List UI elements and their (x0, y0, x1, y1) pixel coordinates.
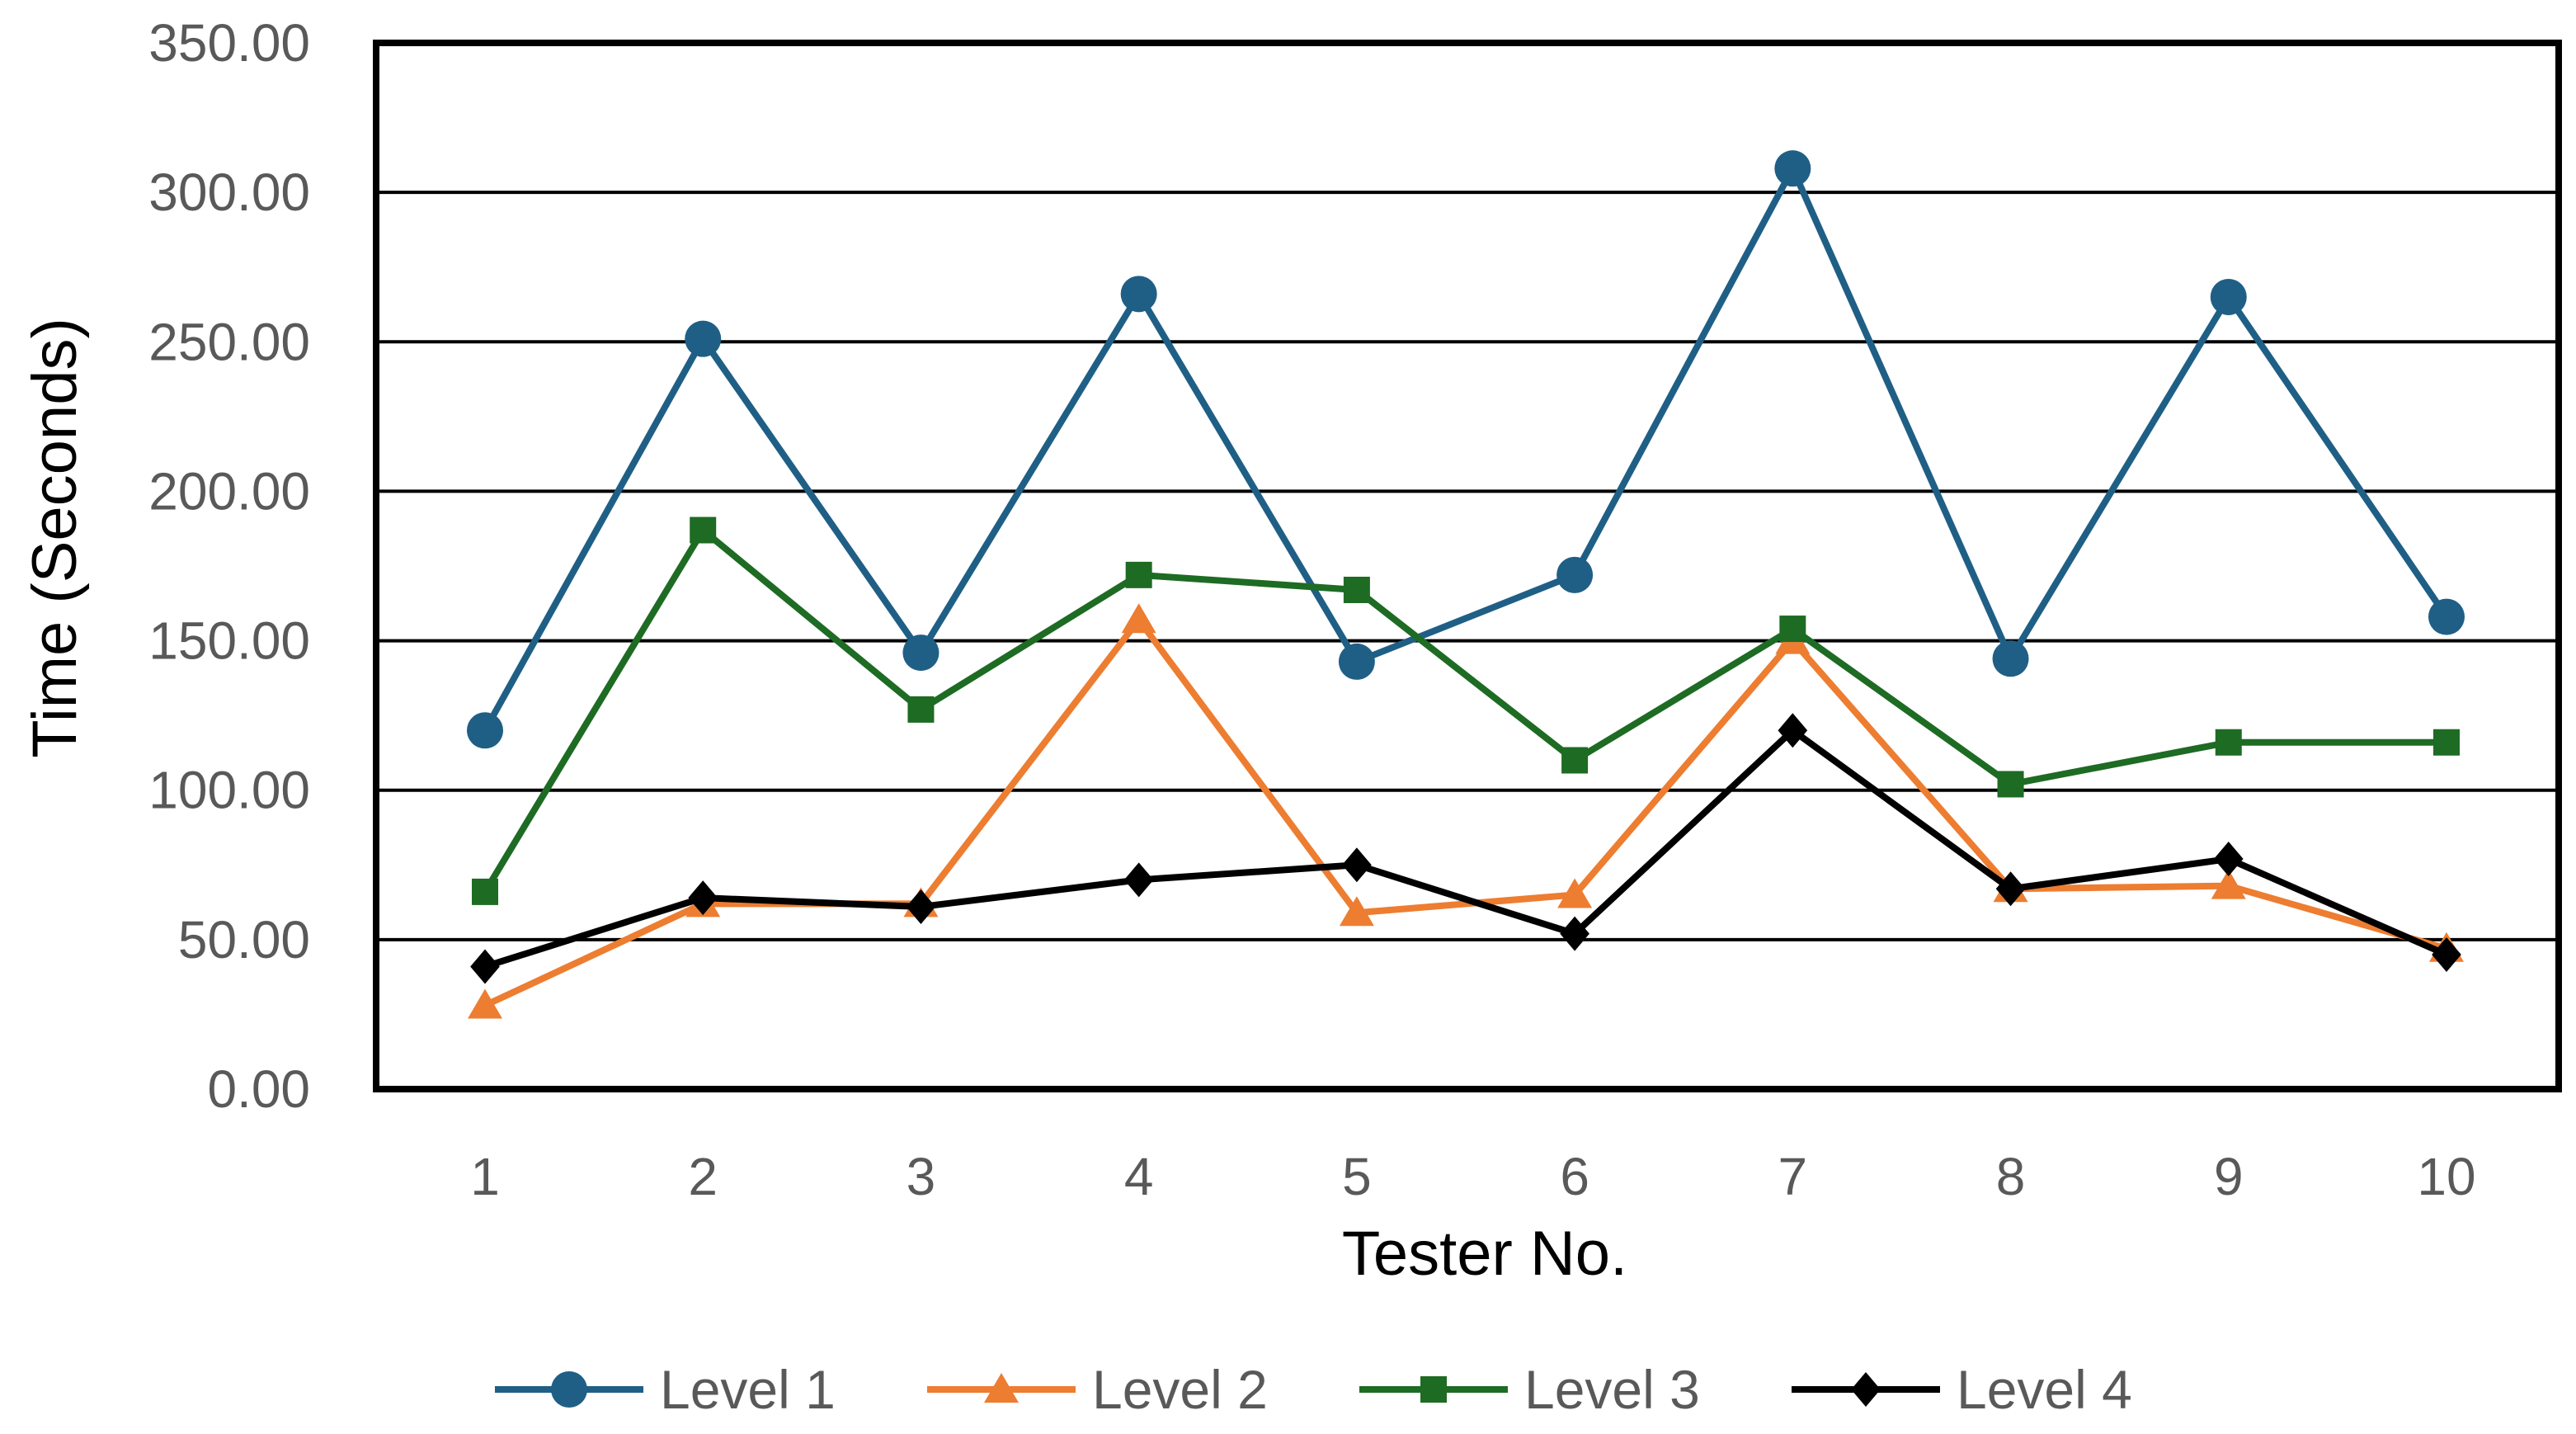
data-point-square (907, 696, 935, 723)
data-point-circle (1774, 150, 1811, 187)
y-tick-label: 250.00 (148, 312, 310, 371)
data-point-circle (685, 320, 722, 357)
legend-marker-triangle (984, 1373, 1019, 1403)
data-point-square (2433, 729, 2460, 756)
y-tick-label: 0.00 (207, 1059, 310, 1119)
legend-marker-diamond (1851, 1372, 1881, 1407)
series-line (482, 526, 2450, 895)
data-point-square (472, 878, 498, 905)
legend-label: Level 4 (1957, 1359, 2132, 1420)
data-point-diamond (2432, 936, 2461, 972)
legend-label: Level 3 (1524, 1359, 1700, 1420)
legend-item: Level 1 (495, 1359, 836, 1420)
y-tick-label: 200.00 (148, 461, 310, 521)
data-point-square (1125, 561, 1152, 588)
y-tick-label: 150.00 (148, 611, 310, 671)
x-tick-label: 3 (907, 1147, 936, 1206)
data-point-diamond (1123, 862, 1154, 898)
data-point-circle (1556, 556, 1594, 593)
data-point-square (2215, 729, 2242, 756)
data-point-triangle (468, 988, 502, 1019)
data-point-diamond (1995, 871, 2026, 907)
legend-item: Level 4 (1792, 1359, 2132, 1420)
data-point-square (1779, 616, 1806, 643)
data-point-diamond (688, 880, 718, 916)
x-axis-tick-labels: 1 2 3 4 5 6 7 8 9 10 (470, 1147, 2475, 1206)
x-tick-label: 5 (1342, 1147, 1372, 1206)
data-point-diamond (1560, 916, 1589, 951)
series-level-2 (468, 603, 2464, 1019)
y-tick-label: 300.00 (148, 163, 310, 222)
data-point-triangle (1121, 603, 1156, 634)
data-point-triangle (1339, 896, 1374, 927)
legend-label: Level 1 (660, 1359, 836, 1420)
data-point-diamond (906, 889, 936, 925)
legend-item: Level 2 (927, 1359, 1268, 1420)
y-axis-tick-labels: 0.00 50.00 100.00 150.00 200.00 250.00 300.00 3… (148, 13, 310, 1119)
series-level-3 (472, 517, 2460, 905)
data-point-diamond (1342, 847, 1372, 883)
x-tick-label: 6 (1560, 1147, 1589, 1206)
gridlines (376, 191, 2559, 941)
y-tick-label: 50.00 (178, 910, 310, 969)
x-tick-label: 8 (1996, 1147, 2026, 1206)
data-point-square (1561, 747, 1589, 774)
data-point-square (1997, 771, 2024, 798)
x-tick-label: 10 (2417, 1147, 2475, 1206)
x-tick-label: 7 (1778, 1147, 1808, 1206)
x-tick-label: 9 (2214, 1147, 2244, 1206)
y-axis-title: Time (Seconds) (20, 318, 90, 758)
data-point-circle (1992, 640, 2029, 677)
data-point-circle (2428, 598, 2465, 635)
x-tick-label: 2 (688, 1147, 718, 1206)
series-level-1 (467, 150, 2465, 749)
data-point-diamond (1778, 713, 1808, 748)
data-point-triangle (2211, 869, 2246, 899)
y-tick-label: 100.00 (148, 761, 310, 820)
series-level-4 (470, 713, 2461, 984)
data-point-circle (467, 712, 503, 749)
x-axis-title: Tester No. (1342, 1219, 1627, 1289)
y-tick-label: 350.00 (148, 13, 310, 73)
series-line (482, 727, 2450, 970)
data-point-circle (902, 634, 940, 672)
plot-area-frame (373, 40, 2562, 1092)
data-point-triangle (1557, 878, 1593, 908)
legend-label: Level 2 (1092, 1359, 1268, 1420)
x-tick-label: 1 (470, 1147, 500, 1206)
x-tick-label: 4 (1124, 1147, 1154, 1206)
data-point-circle (2210, 278, 2247, 315)
legend-marker-square (1420, 1376, 1447, 1403)
data-point-diamond (2213, 842, 2244, 877)
data-point-square (690, 517, 717, 544)
series-line (482, 165, 2450, 734)
legend-marker-circle (551, 1371, 587, 1408)
data-point-square (1343, 576, 1370, 603)
data-point-circle (1338, 643, 1375, 680)
series-lines (467, 150, 2465, 1019)
legend-item: Level 3 (1359, 1359, 1700, 1420)
data-point-diamond (470, 949, 500, 984)
data-point-circle (1120, 276, 1157, 313)
legend: Level 1 Level 2 Level 3 Level 4 (495, 1359, 2132, 1420)
